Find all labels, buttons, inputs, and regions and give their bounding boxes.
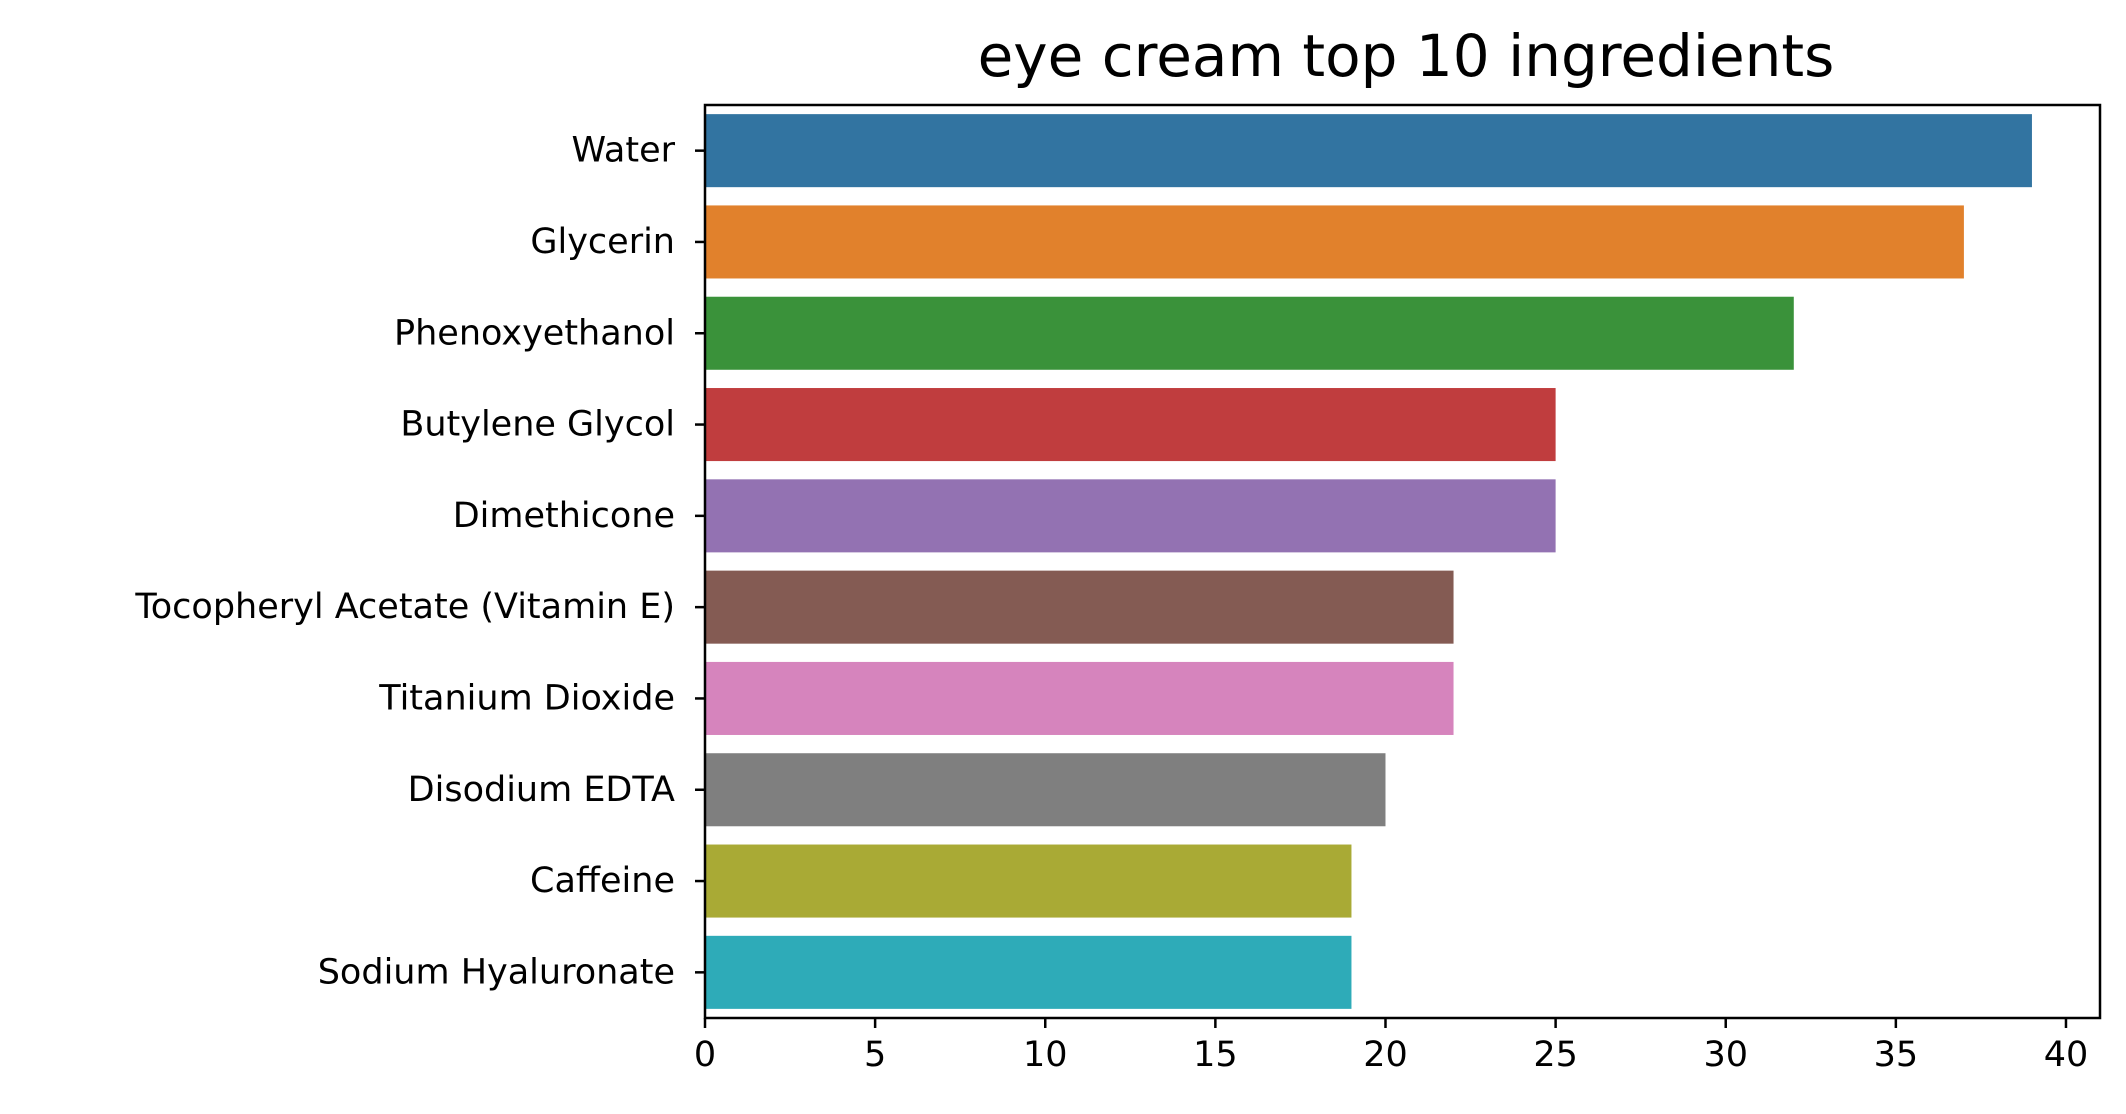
bar-titanium-dioxide (705, 661, 1454, 735)
chart-title: eye cream top 10 ingredients (978, 22, 1835, 90)
bar-water (705, 114, 2032, 188)
y-tick-label: Tocopheryl Acetate (Vitamin E) (134, 587, 675, 627)
y-tick-label: Dimethicone (453, 496, 675, 536)
x-axis-ticks: 0 5 10 15 20 25 30 35 40 (694, 1018, 2088, 1075)
y-tick-label: Water (572, 131, 676, 171)
y-tick-label: Caffeine (530, 861, 675, 901)
bar-caffeine (705, 844, 1352, 918)
x-tick-label: 30 (1703, 1035, 1748, 1075)
bar-sodium-hyaluronate (705, 935, 1352, 1009)
x-tick-label: 5 (864, 1035, 886, 1075)
x-tick-label: 35 (1874, 1035, 1919, 1075)
bar-disodium-edta (705, 753, 1386, 827)
x-tick-label: 15 (1193, 1035, 1238, 1075)
y-tick-label: Sodium Hyaluronate (318, 952, 675, 992)
plot-frame (703, 103, 2102, 1020)
y-axis-ticks: Water Glycerin Phenoxyethanol Butylene Glyc… (134, 131, 705, 992)
x-tick-label: 40 (2044, 1035, 2089, 1075)
y-tick-label: Butylene Glycol (400, 405, 675, 445)
bar-tocopheryl-acetate-vitamin-e (705, 570, 1454, 644)
y-tick-label: Disodium EDTA (408, 770, 675, 810)
bar-dimethicone (705, 479, 1556, 553)
x-tick-label: 20 (1363, 1035, 1408, 1075)
bar-phenoxyethanol (705, 296, 1794, 370)
x-tick-label: 10 (1023, 1035, 1068, 1075)
bar-glycerin (705, 205, 1964, 279)
bars-layer (705, 114, 2032, 1009)
y-tick-label: Titanium Dioxide (378, 678, 675, 718)
y-tick-label: Phenoxyethanol (394, 313, 675, 353)
x-tick-label: 25 (1533, 1035, 1578, 1075)
x-tick-label: 0 (694, 1035, 716, 1075)
bar-butylene-glycol (705, 388, 1556, 462)
y-tick-label: Glycerin (530, 222, 675, 262)
